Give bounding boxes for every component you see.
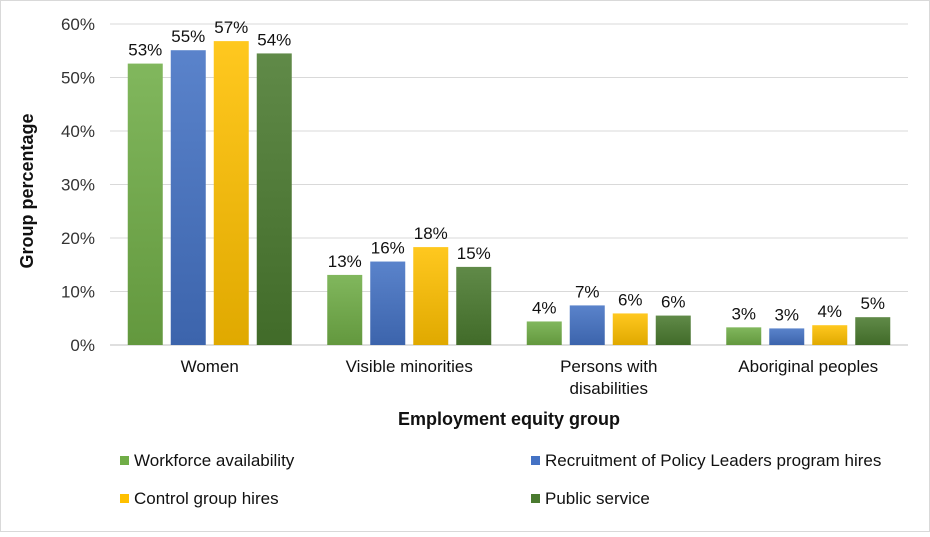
- data-label: 3%: [774, 305, 799, 324]
- data-label: 15%: [457, 244, 491, 263]
- legend-swatch: [531, 494, 540, 503]
- y-tick-label: 40%: [61, 122, 95, 141]
- bar: [327, 274, 363, 345]
- bar: [413, 247, 449, 345]
- data-label: 16%: [371, 239, 405, 258]
- x-category-label: Visible minorities: [346, 357, 473, 376]
- legend-swatch: [531, 456, 540, 465]
- bar: [655, 315, 691, 345]
- bar: [769, 328, 805, 345]
- y-tick-label: 0%: [70, 336, 95, 355]
- bar: [726, 327, 762, 345]
- data-label: 53%: [128, 41, 162, 60]
- data-label: 7%: [575, 282, 600, 301]
- y-tick-label: 60%: [61, 15, 95, 34]
- data-label: 5%: [860, 294, 885, 313]
- x-category-labels: Women Visible minorities Persons with disab…: [181, 357, 879, 398]
- y-tick-label: 30%: [61, 176, 95, 195]
- data-label: 55%: [171, 27, 205, 46]
- y-tick-label: 10%: [61, 283, 95, 302]
- data-label: 13%: [328, 252, 362, 271]
- data-labels: 53% 55% 57% 54% 13% 16% 18% 15% 4% 7% 6% 6% 3% 3% 4% 5%: [128, 18, 885, 324]
- legend-swatch: [120, 456, 129, 465]
- bar: [170, 50, 206, 346]
- x-category-label: Persons with disabilities: [560, 357, 657, 398]
- y-tick-label: 20%: [61, 229, 95, 248]
- legend: Workforce availability Recruitment of Pol…: [120, 451, 881, 508]
- bar: [256, 53, 292, 346]
- bar: [812, 325, 848, 345]
- data-label: 18%: [414, 224, 448, 243]
- legend-swatch: [120, 494, 129, 503]
- legend-label: Control group hires: [134, 489, 279, 508]
- y-axis-title: Group percentage: [17, 113, 37, 268]
- bar: [127, 63, 163, 346]
- bars: [127, 41, 891, 346]
- data-label: 57%: [214, 18, 248, 37]
- data-label: 4%: [817, 302, 842, 321]
- legend-label: Recruitment of Policy Leaders program hi…: [545, 451, 881, 470]
- bar: [213, 41, 249, 346]
- y-tick-labels: 0% 10% 20% 30% 40% 50% 60%: [61, 15, 95, 355]
- bar: [526, 321, 562, 345]
- data-label: 6%: [618, 290, 643, 309]
- data-label: 54%: [257, 30, 291, 49]
- bar: [612, 313, 648, 345]
- bar: [855, 317, 891, 345]
- data-label: 4%: [532, 298, 557, 317]
- bar: [456, 266, 492, 345]
- bar: [569, 305, 605, 345]
- legend-label: Public service: [545, 489, 650, 508]
- data-label: 6%: [661, 293, 686, 312]
- x-category-label: Women: [181, 357, 239, 376]
- x-axis-title: Employment equity group: [398, 409, 620, 429]
- legend-label: Workforce availability: [134, 451, 295, 470]
- data-label: 3%: [731, 304, 756, 323]
- y-tick-label: 50%: [61, 69, 95, 88]
- x-category-label: Aboriginal peoples: [738, 357, 878, 376]
- bar: [370, 261, 406, 345]
